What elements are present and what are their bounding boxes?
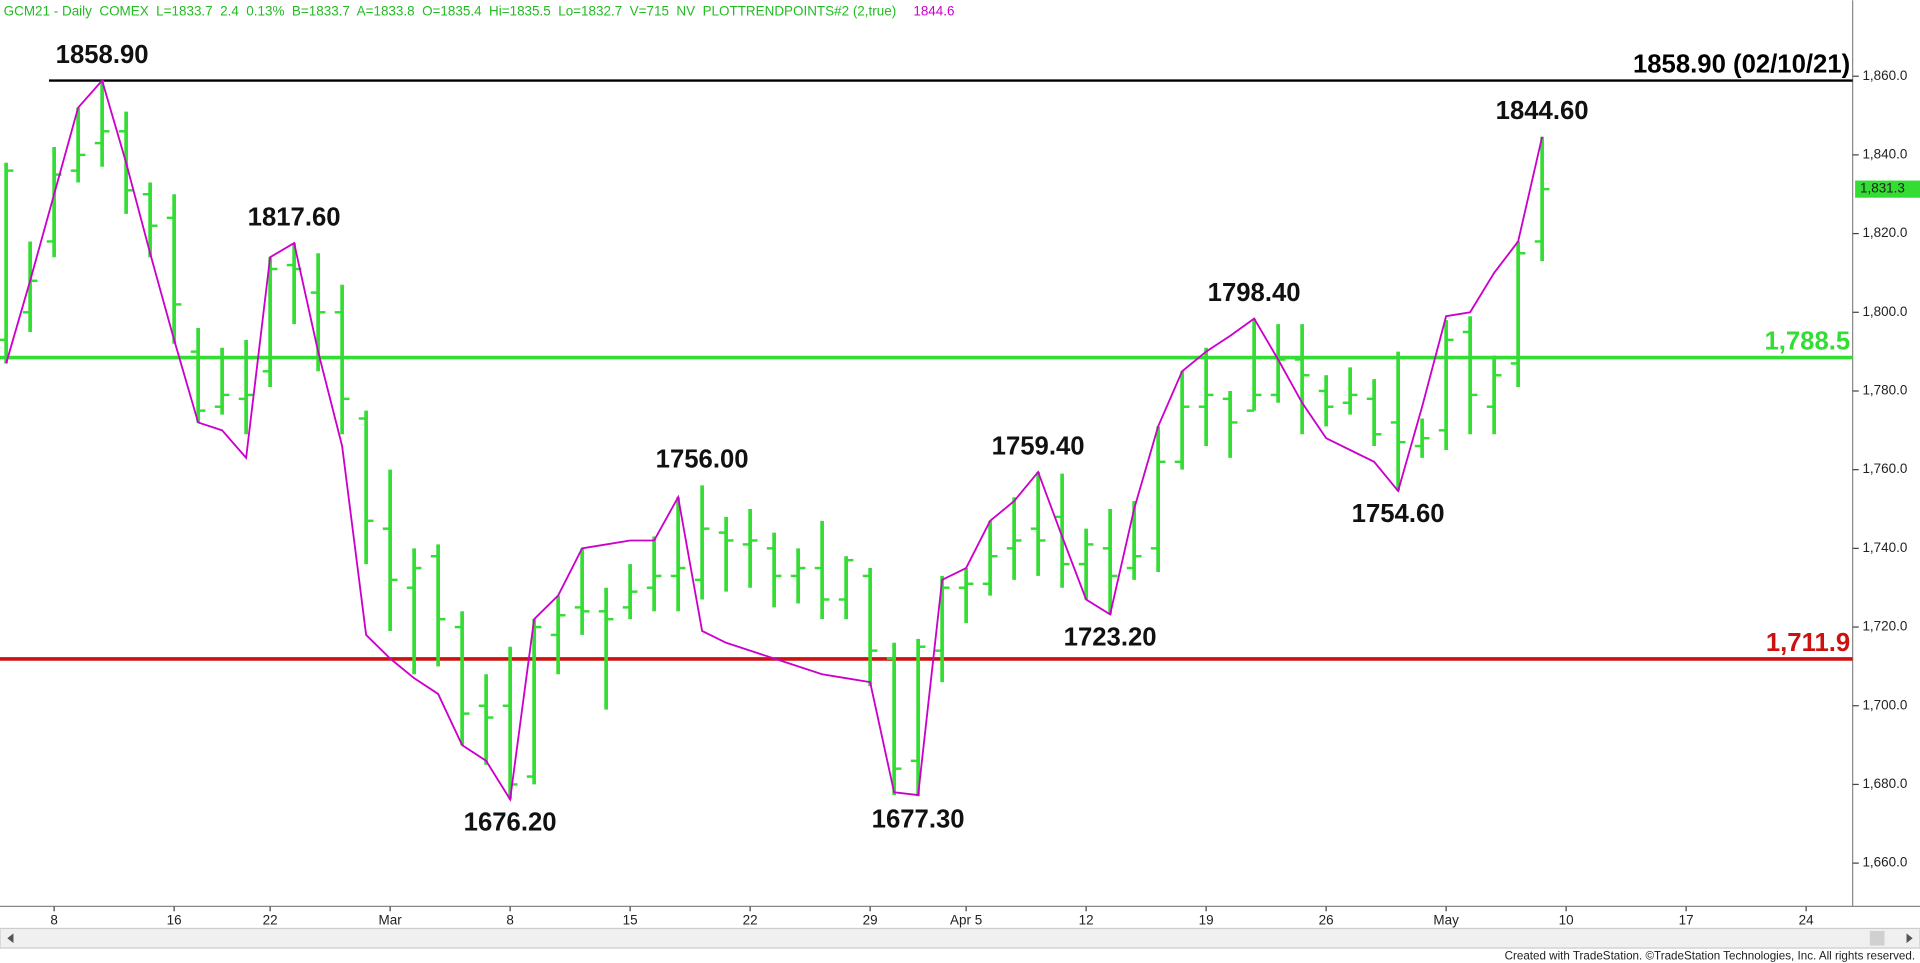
y-tick-label: 1,760.0 — [1862, 461, 1907, 476]
footer: Created with TradeStation. ©TradeStation… — [1505, 950, 1916, 963]
x-tick-label: 22 — [743, 913, 758, 928]
scrollbar[interactable] — [0, 927, 1920, 949]
pivot-label: 1759.40 — [992, 432, 1085, 460]
last-price-box — [1855, 180, 1920, 198]
x-tick-label: 16 — [167, 913, 182, 928]
pivot-label: 1817.60 — [248, 203, 341, 231]
x-tick-label: May — [1433, 913, 1459, 928]
scroll-left[interactable] — [7, 933, 14, 944]
y-tick-label: 1,740.0 — [1862, 540, 1907, 555]
x-tick-label: 29 — [863, 913, 878, 928]
last-price-label: 1,831.3 — [1860, 181, 1905, 196]
y-tick-label: 1,720.0 — [1862, 619, 1907, 634]
x-tick-label: 12 — [1079, 913, 1094, 928]
pivot-label: 1798.40 — [1208, 279, 1301, 307]
level-label: 1,711.9 — [1766, 629, 1850, 657]
x-tick-label: 24 — [1799, 913, 1814, 928]
pivot-label: 1844.60 — [1496, 97, 1589, 125]
x-tick-label: Mar — [379, 913, 403, 928]
pivot-label: 1858.90 — [56, 41, 149, 69]
x-tick-label: 15 — [623, 913, 638, 928]
scroll-thumb[interactable] — [1869, 930, 1885, 946]
y-tick-label: 1,700.0 — [1862, 697, 1907, 712]
y-tick-label: 1,660.0 — [1862, 855, 1907, 870]
level-label: 1858.90 (02/10/21) — [1633, 51, 1850, 79]
x-tick-label: 22 — [263, 913, 278, 928]
pivot-label: 1723.20 — [1064, 624, 1157, 652]
y-tick-label: 1,680.0 — [1862, 776, 1907, 791]
indicator-value: 1844.6 — [913, 3, 954, 18]
x-tick-label: 26 — [1319, 913, 1334, 928]
header-text: GCM21 - Daily COMEX L=1833.7 2.4 0.13% B… — [4, 3, 897, 18]
trend-line — [5, 78, 1544, 803]
y-tick-label: 1,800.0 — [1862, 304, 1907, 319]
y-tick-label: 1,860.0 — [1862, 68, 1907, 83]
x-tick-label: 8 — [50, 913, 57, 928]
pivot-label: 1676.20 — [464, 809, 557, 837]
y-tick-label: 1,840.0 — [1862, 146, 1907, 161]
x-tick-label: Apr 5 — [950, 913, 982, 928]
scroll-right[interactable] — [1906, 933, 1913, 944]
x-tick-label: 10 — [1559, 913, 1574, 928]
pivot-label: 1756.00 — [656, 446, 749, 474]
x-tick-label: 17 — [1679, 913, 1694, 928]
y-tick-label: 1,780.0 — [1862, 383, 1907, 398]
pivot-label: 1677.30 — [872, 806, 965, 834]
x-tick-label: 19 — [1199, 913, 1214, 928]
y-tick-label: 1,820.0 — [1862, 225, 1907, 240]
header: GCM21 - Daily COMEX L=1833.7 2.4 0.13% B… — [4, 3, 955, 18]
x-tick-label: 8 — [506, 913, 513, 928]
pivot-label: 1754.60 — [1352, 500, 1445, 528]
level-label: 1,788.5 — [1764, 328, 1850, 356]
